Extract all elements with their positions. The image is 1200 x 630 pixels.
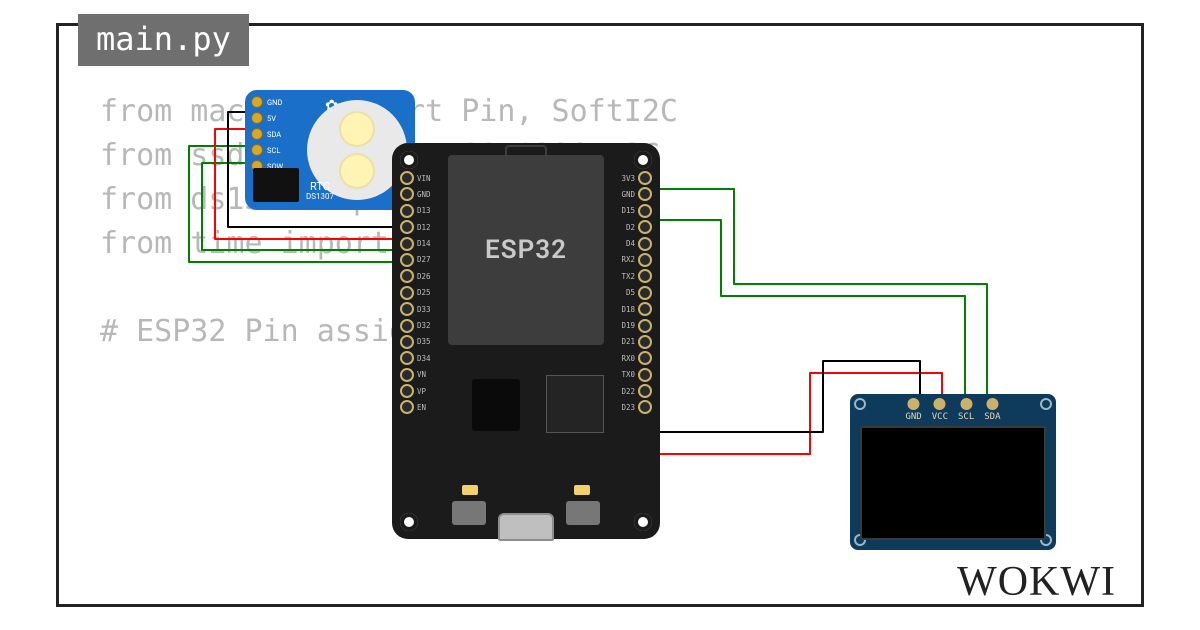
mount-hole-icon xyxy=(400,151,418,169)
status-led-icon xyxy=(462,485,478,495)
esp32-pin-d15[interactable]: D15 xyxy=(621,204,652,218)
esp32-pin-d35[interactable]: D35 xyxy=(400,335,431,349)
esp32-pin-d23[interactable]: D23 xyxy=(621,400,652,414)
micro-usb-icon xyxy=(498,513,554,541)
brand-logo: WOKWI xyxy=(957,558,1116,606)
esp32-pin-d25[interactable]: D25 xyxy=(400,286,431,300)
esp32-board[interactable]: ESP32 VIN GND D13 D12 D14 D27 D26 D25 D33 D32 D35 D… xyxy=(392,143,660,539)
esp32-pin-rx0[interactable]: RX0 xyxy=(621,351,652,365)
esp32-pin-rx2[interactable]: RX2 xyxy=(621,253,652,267)
oled-pin-gnd[interactable]: GND xyxy=(905,398,921,422)
oled-module[interactable]: GND VCC SCL SDA xyxy=(850,394,1056,550)
esp32-pin-d13[interactable]: D13 xyxy=(400,204,431,218)
esp32-pin-en[interactable]: EN xyxy=(400,400,426,414)
en-button[interactable] xyxy=(566,501,600,525)
rtc-pin-5v[interactable]: 5V xyxy=(251,112,283,124)
mount-hole-icon xyxy=(1040,398,1052,410)
esp32-pin-3v3[interactable]: 3V3 xyxy=(621,171,652,185)
oled-pin-header: GND VCC SCL SDA xyxy=(905,398,1000,422)
esp32-pin-d5[interactable]: D5 xyxy=(626,286,652,300)
esp32-pin-gnd[interactable]: GND xyxy=(621,187,652,201)
rtc-pin-header: GND5VSDASCLSQW xyxy=(251,96,283,172)
esp32-pin-vin[interactable]: VIN xyxy=(400,171,431,185)
esp32-pin-d26[interactable]: D26 xyxy=(400,269,431,283)
esp32-pin-d2[interactable]: D2 xyxy=(626,220,652,234)
rtc-pin-gnd[interactable]: GND xyxy=(251,96,283,108)
esp32-pin-d12[interactable]: D12 xyxy=(400,220,431,234)
oled-pin-sda[interactable]: SDA xyxy=(984,398,1000,422)
esp32-aux-chip-icon xyxy=(546,375,604,433)
coin-cell-icon xyxy=(339,153,375,189)
esp32-pin-d21[interactable]: D21 xyxy=(621,335,652,349)
esp32-regulator-icon xyxy=(472,379,520,431)
rtc-pin-sda[interactable]: SDA xyxy=(251,128,283,140)
esp32-pin-d33[interactable]: D33 xyxy=(400,302,431,316)
esp32-pin-vn[interactable]: VN xyxy=(400,368,426,382)
esp32-pin-d32[interactable]: D32 xyxy=(400,319,431,333)
esp32-shield-label: ESP32 xyxy=(448,155,604,345)
rtc-module[interactable]: GND5VSDASCLSQW ✿ RTC DS1307 xyxy=(245,90,415,210)
mount-hole-icon xyxy=(854,398,866,410)
esp32-pin-d19[interactable]: D19 xyxy=(621,319,652,333)
mount-hole-icon xyxy=(400,513,418,531)
mount-hole-icon xyxy=(634,151,652,169)
esp32-pin-d34[interactable]: D34 xyxy=(400,351,431,365)
coin-cell-icon xyxy=(339,111,375,147)
status-led-icon xyxy=(574,485,590,495)
esp32-pin-d22[interactable]: D22 xyxy=(621,384,652,398)
oled-pin-vcc[interactable]: VCC xyxy=(932,398,948,422)
esp32-pin-tx0[interactable]: TX0 xyxy=(621,368,652,382)
esp32-pin-col-left: VIN GND D13 D12 D14 D27 D26 D25 D33 D32 D35 D34 VN VP… xyxy=(400,171,431,414)
rtc-chip-label: RTC DS1307 xyxy=(303,181,337,202)
mount-hole-icon xyxy=(634,513,652,531)
rtc-regulator-icon xyxy=(253,168,299,202)
oled-pin-scl[interactable]: SCL xyxy=(958,398,974,422)
rtc-pin-scl[interactable]: SCL xyxy=(251,144,283,156)
esp32-pin-d4[interactable]: D4 xyxy=(626,237,652,251)
esp32-pin-tx2[interactable]: TX2 xyxy=(621,269,652,283)
esp32-pin-d14[interactable]: D14 xyxy=(400,237,431,251)
boot-button[interactable] xyxy=(452,501,486,525)
esp32-pin-col-right: 3V3 GND D15 D2 D4 RX2 TX2 D5 D18 D19 D21 RX0 TX0 D22 D… xyxy=(621,171,652,414)
esp32-pin-gnd[interactable]: GND xyxy=(400,187,431,201)
filename-tab: main.py xyxy=(78,14,249,66)
esp32-pin-vp[interactable]: VP xyxy=(400,384,426,398)
esp32-pin-d27[interactable]: D27 xyxy=(400,253,431,267)
oled-screen xyxy=(860,426,1046,540)
esp32-pin-d18[interactable]: D18 xyxy=(621,302,652,316)
